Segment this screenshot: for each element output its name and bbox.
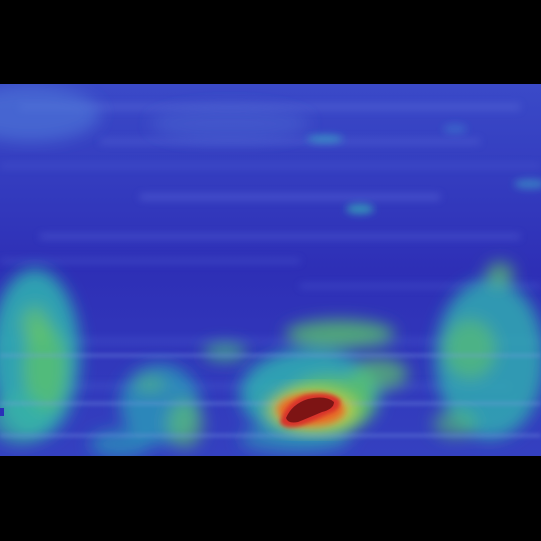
letterbox-bottom [0, 456, 541, 541]
edge-mark [0, 408, 4, 416]
heatmap-canvas [0, 84, 541, 456]
upper-left-glow [0, 86, 310, 142]
upper-right-spots [307, 124, 541, 214]
hotspot [266, 388, 358, 432]
right-activation-column [433, 262, 541, 439]
heatmap-image [0, 84, 541, 456]
letterbox-top [0, 0, 541, 84]
